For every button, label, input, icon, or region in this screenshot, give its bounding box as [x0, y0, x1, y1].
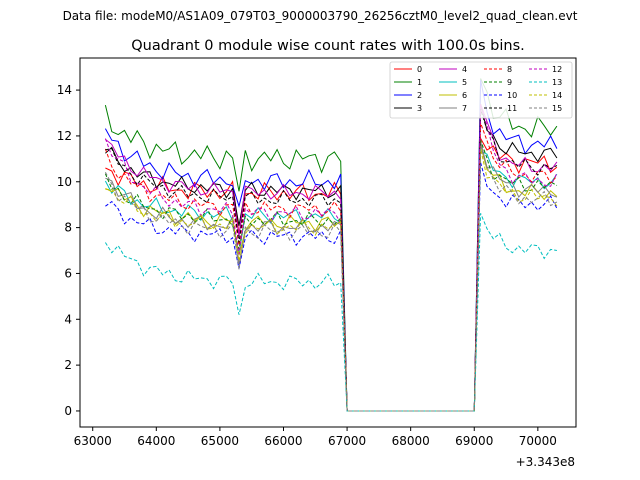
- y-tick-label: 8: [64, 221, 72, 235]
- x-tick-label: 66000: [264, 434, 302, 448]
- chart-suptitle: Data file: modeM0/AS1A09_079T03_90000037…: [63, 9, 578, 23]
- series-line-15: [104, 145, 558, 412]
- y-tick-label: 2: [64, 358, 72, 372]
- series-line-9: [104, 140, 558, 412]
- legend-label-2: 2: [417, 91, 422, 100]
- series-line-13: [104, 213, 557, 412]
- legend-label-13: 13: [552, 78, 562, 87]
- legend-label-5: 5: [462, 78, 467, 87]
- series-line-8: [104, 122, 558, 412]
- y-tick-label: 6: [64, 266, 72, 280]
- y-tick-label: 0: [64, 404, 72, 418]
- y-tick-label: 14: [57, 83, 72, 97]
- y-tick-label: 10: [57, 175, 72, 189]
- y-tick-label: 12: [57, 129, 72, 143]
- legend-box: [389, 61, 573, 119]
- series-line-10: [105, 162, 558, 412]
- legend-label-8: 8: [507, 65, 512, 74]
- legend-label-3: 3: [417, 104, 422, 113]
- x-tick-label: 64000: [137, 434, 175, 448]
- x-tick-label: 69000: [455, 434, 493, 448]
- legend-label-14: 14: [552, 91, 562, 100]
- chart-title: Quadrant 0 module wise count rates with …: [131, 38, 525, 54]
- legend-label-15: 15: [552, 104, 562, 113]
- legend-label-4: 4: [462, 65, 467, 74]
- legend-label-10: 10: [507, 91, 517, 100]
- legend-label-12: 12: [552, 65, 562, 74]
- legend-label-1: 1: [417, 78, 422, 87]
- legend-label-7: 7: [462, 104, 467, 113]
- series-line-7: [105, 141, 558, 412]
- series-line-12: [104, 106, 558, 412]
- legend-label-0: 0: [417, 65, 422, 74]
- plot-area: [80, 58, 576, 427]
- x-tick-label: 68000: [392, 434, 430, 448]
- x-offset-label: +3.343e8: [516, 455, 575, 469]
- series-line-0: [105, 136, 558, 412]
- y-axis: 0 2 4 6 8 10 12 14: [57, 83, 80, 418]
- x-tick-label: 70000: [519, 434, 557, 448]
- y-tick-label: 4: [64, 312, 72, 326]
- plot-frame: [79, 57, 577, 428]
- x-tick-label: 63000: [74, 434, 112, 448]
- x-tick-label: 65000: [201, 434, 239, 448]
- legend-label-11: 11: [507, 104, 517, 113]
- series-layer: [104, 78, 558, 412]
- legend-label-6: 6: [462, 91, 467, 100]
- series-line-14: [105, 148, 558, 412]
- legend-label-9: 9: [507, 78, 512, 87]
- x-axis: 63000 64000 65000 66000 67000 68000 69000 70000: [74, 427, 557, 448]
- x-tick-label: 67000: [328, 434, 366, 448]
